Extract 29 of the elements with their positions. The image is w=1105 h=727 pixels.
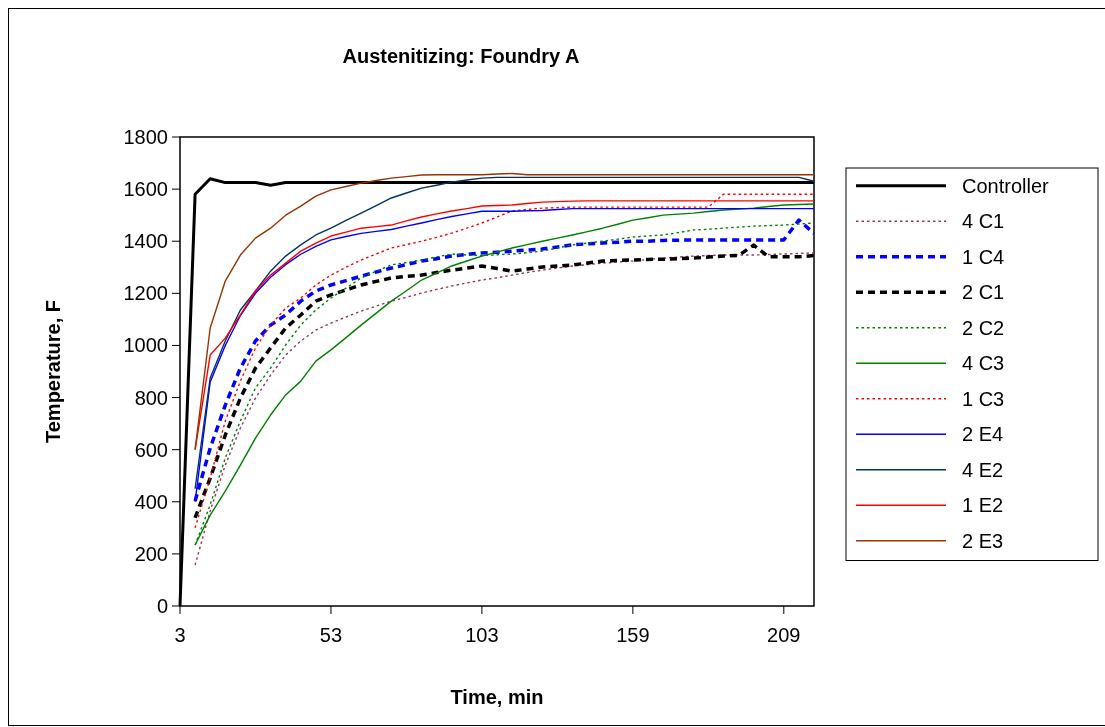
y-tick-label: 0 bbox=[156, 595, 168, 617]
legend-label: 2 E4 bbox=[962, 423, 1004, 446]
y-tick-label: 1200 bbox=[123, 282, 168, 305]
y-tick-label: 800 bbox=[134, 386, 168, 409]
legend-label: 2 C2 bbox=[962, 316, 1005, 339]
y-tick-label: 400 bbox=[134, 490, 168, 513]
x-tick-label: 209 bbox=[767, 624, 801, 646]
y-tick-label: 1400 bbox=[123, 230, 168, 253]
legend-label: 2 E3 bbox=[962, 529, 1004, 552]
chart-title: Austenitizing: Foundry A bbox=[342, 45, 580, 67]
x-tick-label: 3 bbox=[174, 624, 186, 646]
x-tick-label: 53 bbox=[319, 624, 343, 646]
legend-label: 4 E2 bbox=[962, 458, 1004, 481]
legend-label: 4 C1 bbox=[962, 210, 1005, 233]
legend-label: 1 C4 bbox=[962, 245, 1005, 268]
x-tick-label: 103 bbox=[465, 624, 499, 646]
legend-label: 1 C3 bbox=[962, 387, 1005, 410]
y-tick-label: 1800 bbox=[123, 126, 168, 148]
legend-label: 2 C1 bbox=[962, 281, 1005, 304]
y-tick-label: 600 bbox=[134, 438, 168, 461]
y-tick-label: 1000 bbox=[123, 334, 168, 357]
y-tick-label: 200 bbox=[134, 542, 168, 565]
y-tick-label: 1600 bbox=[123, 178, 168, 201]
x-axis-title: Time, min bbox=[450, 686, 544, 708]
y-axis-title: Temperature, F bbox=[42, 300, 64, 443]
legend-label: Controller bbox=[962, 174, 1050, 197]
legend-label: 4 C3 bbox=[962, 352, 1005, 375]
legend-label: 1 E2 bbox=[962, 494, 1004, 517]
x-tick-label: 159 bbox=[616, 624, 650, 646]
